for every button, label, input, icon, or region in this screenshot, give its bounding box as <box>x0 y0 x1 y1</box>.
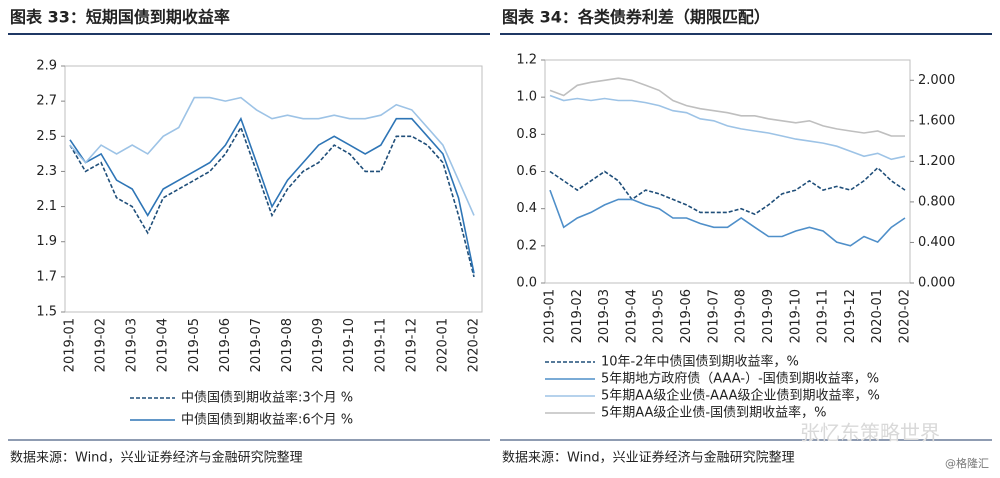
legend-label: 10年-2年中债国债到期收益率，% <box>601 354 799 370</box>
y-tick-label: 2.1 <box>36 199 57 214</box>
x-tick-label: 2019-09 <box>761 289 776 343</box>
x-tick-label: 2019-10 <box>788 289 803 343</box>
x-tick-label: 2019-06 <box>218 318 233 372</box>
x-tick-label: 2019-12 <box>843 289 858 343</box>
y-tick-label: 2.3 <box>36 164 57 179</box>
x-tick-label: 2019-01 <box>543 289 558 343</box>
x-tick-label: 2019-07 <box>249 318 264 372</box>
y2-tick-label: 0.400 <box>918 235 955 250</box>
y-tick-label: 0.0 <box>516 276 537 291</box>
chart-title: 图表 33：短期国债到期收益率 <box>10 8 230 27</box>
x-tick-label: 2019-03 <box>597 289 612 343</box>
series-line <box>549 189 906 247</box>
x-tick-label: 2019-08 <box>280 318 295 372</box>
y-tick-label: 1.0 <box>516 90 537 105</box>
series-line <box>69 116 475 274</box>
legend-label: 5年期地方政府债（AAA-）-国债到期收益率，% <box>601 371 879 387</box>
y-tick-label: 1.5 <box>36 305 57 320</box>
watermark: 张忆东策略世界 <box>800 421 940 445</box>
legend-label: 中债国债到期收益率:6个月 % <box>181 412 353 428</box>
y-tick-label: 1.9 <box>36 234 57 249</box>
plot-frame <box>64 65 483 313</box>
x-tick-label: 2020-01 <box>435 318 450 372</box>
source: 数据来源：Wind，兴业证券经济与金融研究院整理 <box>10 450 303 466</box>
x-tick-label: 2019-09 <box>311 318 326 372</box>
y2-tick-label: 1.200 <box>918 154 955 169</box>
x-tick-label: 2020-02 <box>898 289 913 343</box>
source: 数据来源：Wind，兴业证券经济与金融研究院整理 <box>502 450 795 466</box>
x-tick-label: 2019-02 <box>570 289 585 343</box>
x-tick-label: 2019-05 <box>187 318 202 372</box>
x-tick-label: 2020-01 <box>870 289 885 343</box>
series-line <box>549 77 905 137</box>
credit: @格隆汇 <box>945 456 989 470</box>
chart-title: 图表 34：各类债券利差（期限匹配） <box>502 8 770 27</box>
legend-label: 5年期AA级企业债-国债到期收益率，% <box>601 405 826 421</box>
y2-tick-label: 0.800 <box>918 194 955 209</box>
y-tick-label: 2.9 <box>36 59 57 74</box>
x-tick-label: 2019-10 <box>342 318 357 372</box>
x-tick-label: 2019-11 <box>373 318 388 372</box>
y-tick-label: 1.2 <box>516 53 537 68</box>
x-tick-label: 2019-03 <box>125 318 140 372</box>
x-tick-label: 2019-08 <box>734 289 749 343</box>
y-tick-label: 2.5 <box>36 129 57 144</box>
x-tick-label: 2019-04 <box>156 318 171 372</box>
x-tick-label: 2019-02 <box>94 318 109 372</box>
series-line <box>69 125 475 278</box>
y2-tick-label: 1.600 <box>918 113 955 128</box>
x-tick-label: 2019-07 <box>706 289 721 343</box>
series-line <box>549 166 906 216</box>
series-line <box>69 96 475 216</box>
x-tick-label: 2019-04 <box>624 289 639 343</box>
x-tick-label: 2019-11 <box>816 289 831 343</box>
x-tick-label: 2019-05 <box>652 289 667 343</box>
legend-label: 5年期AA级企业债-AAA级企业债到期收益率，% <box>601 388 880 404</box>
y-tick-label: 2.7 <box>36 94 57 109</box>
y2-tick-label: 0.000 <box>918 276 955 291</box>
y-tick-label: 0.4 <box>516 201 537 216</box>
legend-label: 中债国债到期收益率:3个月 % <box>181 390 353 406</box>
y-tick-label: 1.7 <box>36 269 57 284</box>
y-tick-label: 0.8 <box>516 127 537 142</box>
y-tick-label: 0.2 <box>516 238 537 253</box>
x-tick-label: 2019-06 <box>679 289 694 343</box>
x-tick-label: 2019-01 <box>63 318 78 372</box>
y2-tick-label: 2.000 <box>918 73 955 88</box>
plot-frame <box>544 59 911 284</box>
series-line <box>549 94 906 161</box>
y-tick-label: 0.6 <box>516 164 537 179</box>
x-tick-label: 2020-02 <box>467 318 482 372</box>
x-tick-label: 2019-12 <box>404 318 419 372</box>
